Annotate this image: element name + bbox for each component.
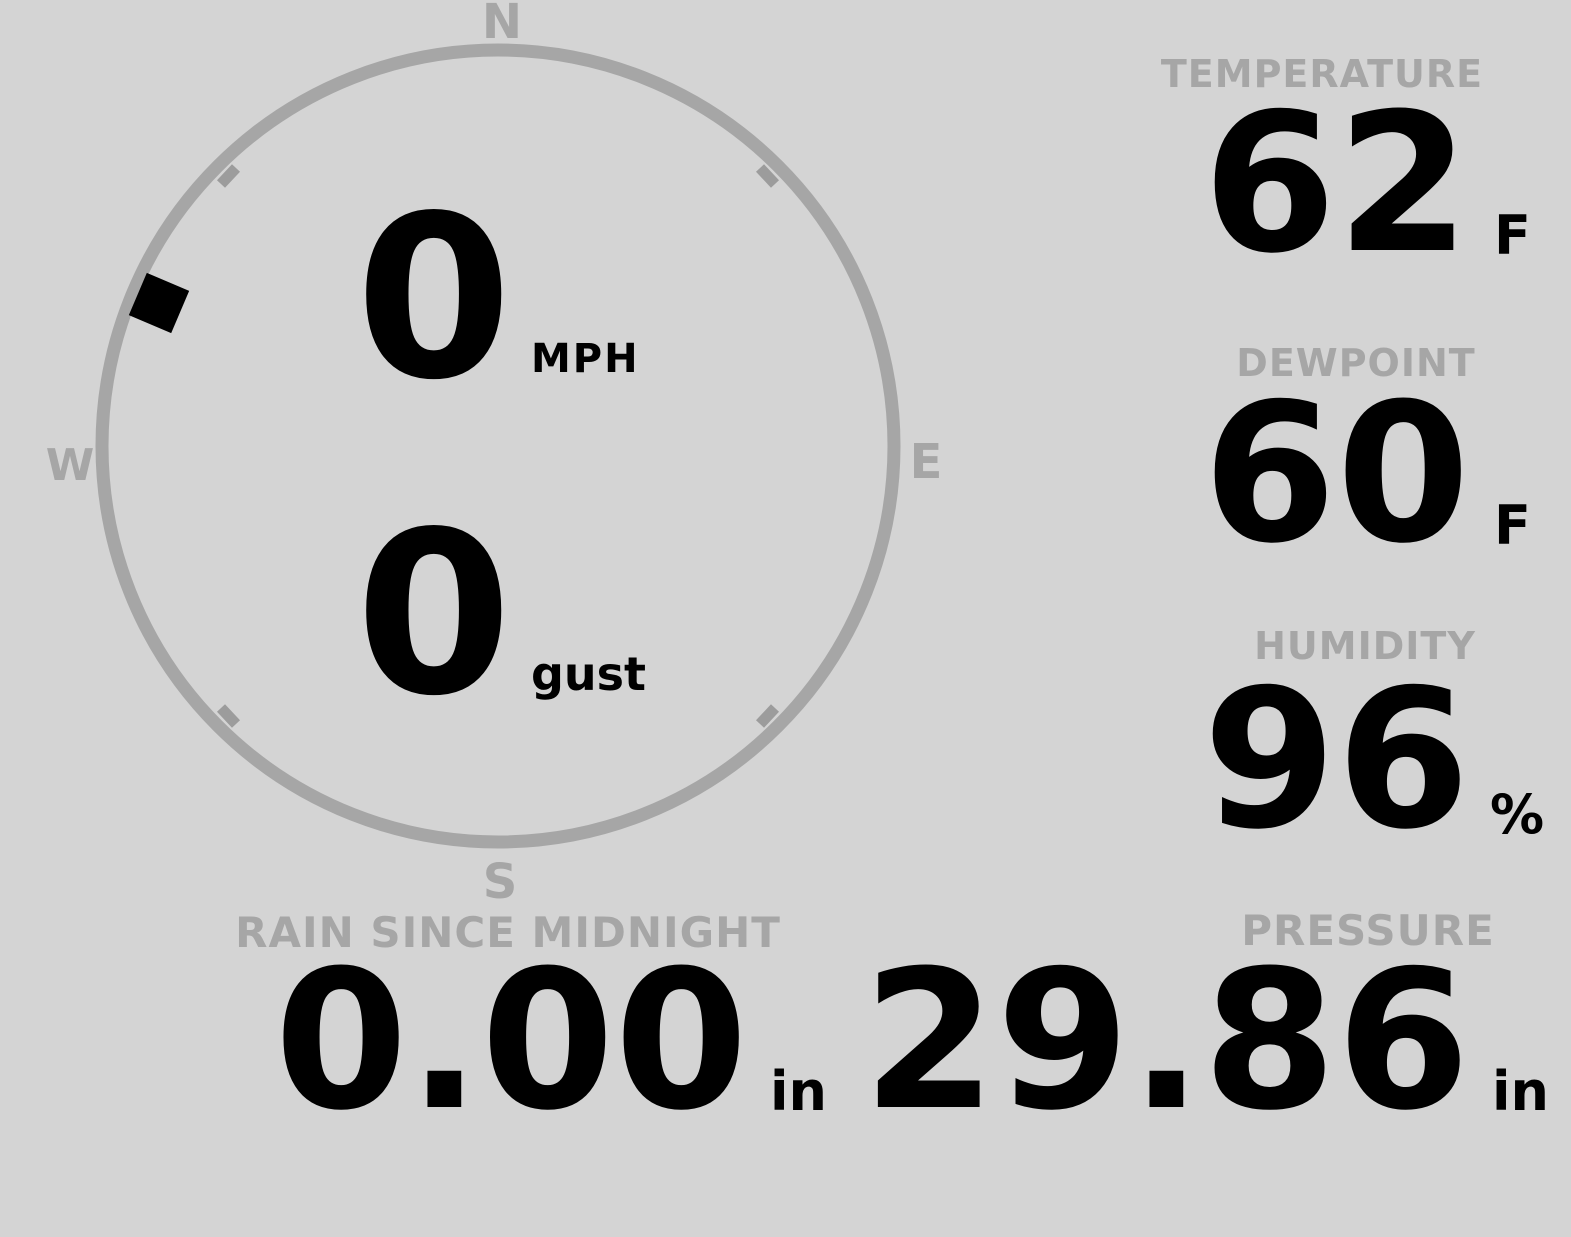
- compass-label-west: W: [46, 440, 95, 491]
- compass-ring: [95, 43, 901, 849]
- dewpoint-value: 60: [1203, 363, 1470, 586]
- rain-panel: RAIN SINCE MIDNIGHT 0.00 in: [235, 908, 827, 1153]
- wind-speed-unit: MPH: [531, 336, 640, 382]
- compass-tick-sw: [216, 704, 241, 728]
- compass-tick-ne: [755, 164, 780, 188]
- temperature-label: TEMPERATURE: [1161, 52, 1483, 96]
- pressure-value: 29.86: [863, 930, 1470, 1153]
- pressure-unit: in: [1492, 1060, 1549, 1123]
- dewpoint-panel: DEWPOINT 60 F: [1203, 341, 1531, 586]
- rain-value: 0.00: [274, 930, 748, 1153]
- compass-tick-nw: [216, 164, 241, 188]
- compass-label-north: N: [482, 0, 522, 50]
- rain-label: RAIN SINCE MIDNIGHT: [235, 908, 781, 957]
- humidity-panel: HUMIDITY 96 %: [1203, 624, 1544, 872]
- wind-direction-marker: [128, 272, 190, 334]
- wind-gust-unit: gust: [531, 647, 646, 701]
- temperature-value: 62: [1203, 73, 1470, 296]
- wind-gust-value: 0: [355, 484, 512, 746]
- pressure-label: PRESSURE: [1241, 906, 1495, 955]
- pressure-panel: PRESSURE 29.86 in: [863, 906, 1549, 1153]
- rain-unit: in: [770, 1060, 827, 1123]
- wind-speed-value: 0: [355, 168, 512, 430]
- compass-label-south: S: [483, 854, 518, 910]
- compass-label-east: E: [910, 434, 943, 490]
- humidity-label: HUMIDITY: [1254, 624, 1476, 668]
- dewpoint-label: DEWPOINT: [1236, 341, 1475, 385]
- temperature-unit: F: [1494, 204, 1531, 267]
- temperature-panel: TEMPERATURE 62 F: [1161, 52, 1531, 296]
- humidity-unit: %: [1490, 783, 1544, 846]
- compass-tick-se: [755, 704, 780, 728]
- humidity-value: 96: [1203, 649, 1470, 872]
- dewpoint-unit: F: [1494, 494, 1531, 557]
- wind-compass: N E S W 0 MPH 0 gust: [46, 0, 943, 910]
